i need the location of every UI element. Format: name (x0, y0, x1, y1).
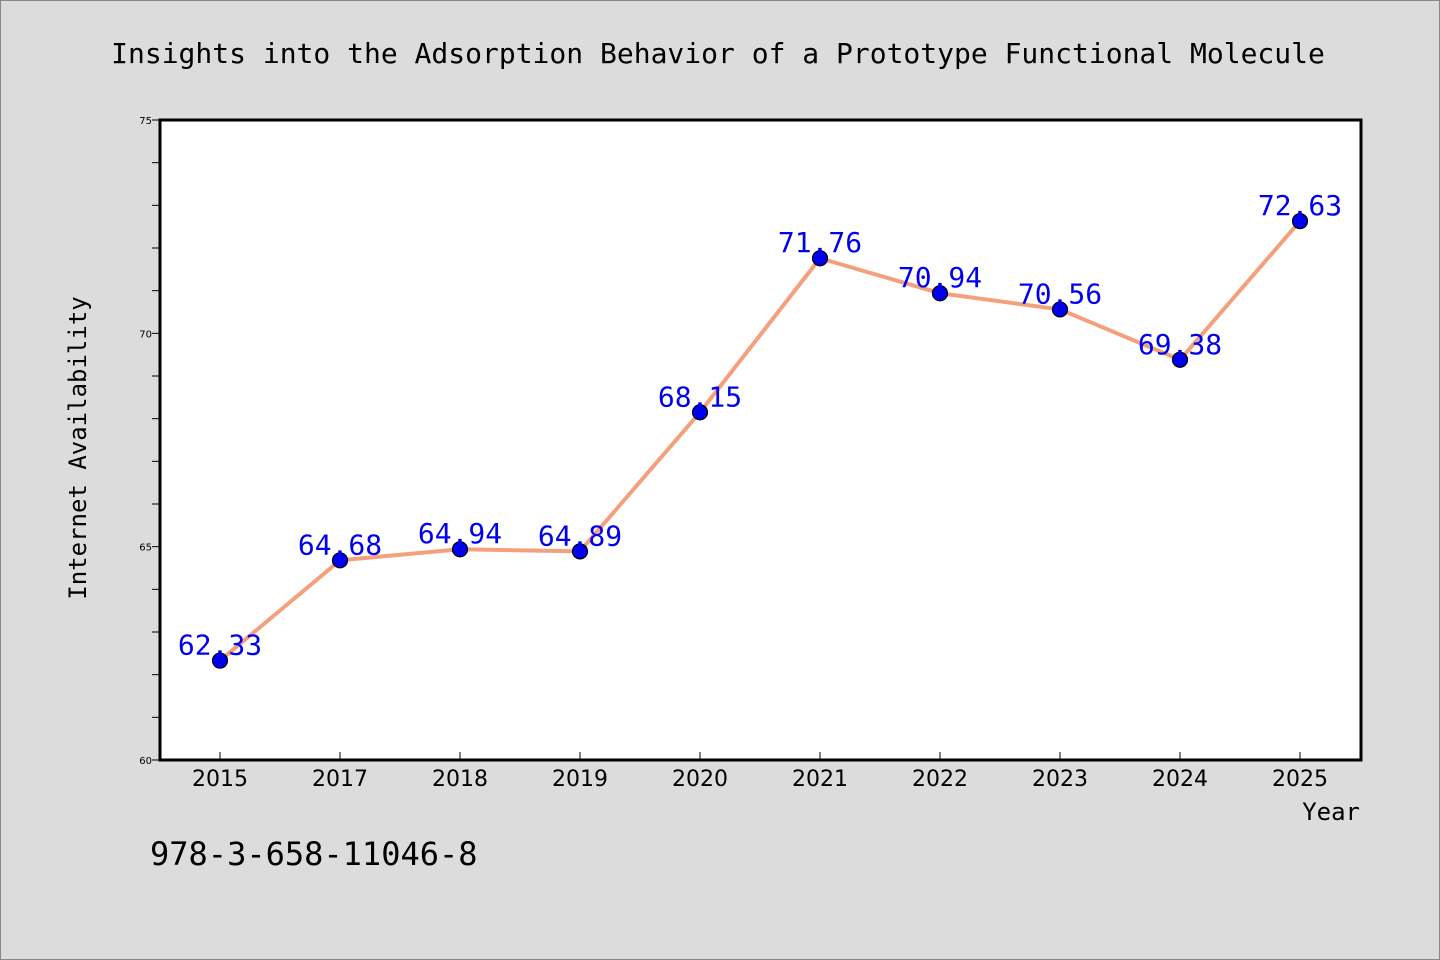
data-label: 70.94 (898, 261, 982, 294)
x-tick-label: 2025 (1272, 767, 1328, 792)
data-point (331, 552, 349, 569)
data-point (571, 543, 589, 560)
data-labels-group: 62.33 64.68 64.94 64.89 68.15 71.76 70.94 70.56… (178, 189, 1342, 661)
y-tick-label: 75 (139, 116, 152, 127)
data-label: 72.63 (1258, 189, 1342, 222)
x-tick-label: 2018 (432, 767, 488, 792)
data-point (211, 652, 229, 669)
data-point (451, 541, 469, 558)
isbn-text: 978-3-658-11046-8 (150, 835, 478, 873)
series-markers-group (211, 213, 1309, 669)
series-line-group (218, 219, 1302, 663)
x-tick-label: 2024 (1152, 767, 1208, 792)
x-tick-label: 2017 (312, 767, 368, 792)
data-label: 64.94 (418, 517, 502, 550)
data-point (1291, 213, 1309, 230)
data-point (1051, 301, 1069, 318)
y-axis-label: Internet Availability (64, 296, 92, 599)
y-tick-label: 70 (139, 329, 152, 340)
x-axis: 2015 2017 2018 2019 2020 2021 2022 2023 2024 2025 (192, 752, 1328, 792)
y-tick-label: 60 (139, 756, 152, 767)
series-line (218, 219, 1302, 663)
x-axis-label: Year (1302, 798, 1360, 826)
data-label: 64.68 (298, 528, 382, 561)
data-label: 69.38 (1138, 328, 1222, 361)
x-tick-label: 2022 (912, 767, 968, 792)
data-point (931, 285, 949, 302)
data-point (811, 250, 829, 267)
y-axis: 60 65 70 75 (139, 116, 160, 767)
x-tick-label: 2023 (1032, 767, 1088, 792)
data-label: 62.33 (178, 629, 262, 662)
plot-area (158, 118, 1363, 762)
x-tick-label: 2020 (672, 767, 728, 792)
chart-title: Insights into the Adsorption Behavior of… (111, 37, 1325, 70)
x-tick-label: 2019 (552, 767, 608, 792)
y-tick-label: 65 (139, 543, 152, 554)
x-tick-label: 2015 (192, 767, 248, 792)
data-label: 64.89 (538, 519, 622, 552)
data-label: 71.76 (778, 226, 862, 259)
data-label: 68.15 (658, 380, 742, 413)
data-point (1171, 351, 1189, 368)
data-point (691, 404, 709, 421)
data-label: 70.56 (1018, 277, 1102, 310)
x-tick-label: 2021 (792, 767, 848, 792)
